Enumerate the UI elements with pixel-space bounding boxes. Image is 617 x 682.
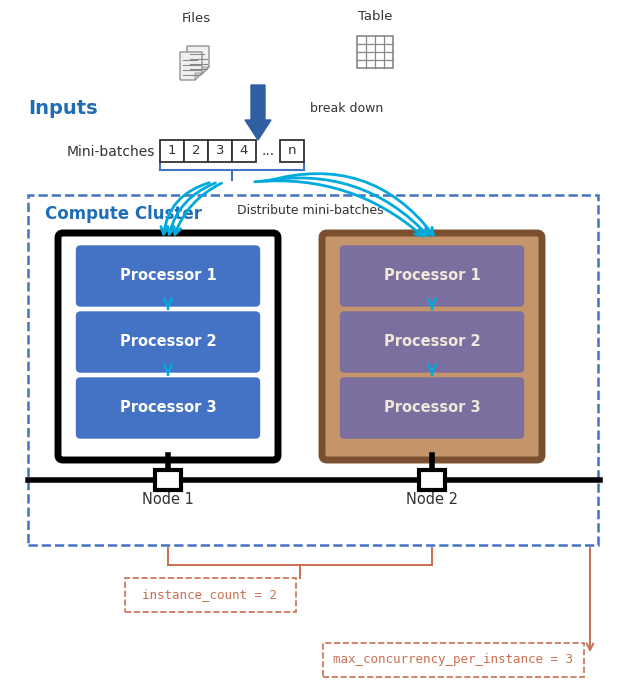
Text: Inputs: Inputs — [28, 98, 97, 117]
Text: max_concurrency_per_instance = 3: max_concurrency_per_instance = 3 — [333, 653, 573, 666]
FancyBboxPatch shape — [341, 312, 523, 372]
FancyBboxPatch shape — [58, 233, 278, 460]
FancyBboxPatch shape — [77, 246, 260, 306]
Text: Node 2: Node 2 — [406, 492, 458, 507]
Text: Processor 3: Processor 3 — [384, 400, 480, 415]
FancyBboxPatch shape — [125, 578, 296, 612]
Text: instance_count = 2: instance_count = 2 — [143, 589, 278, 602]
Text: 3: 3 — [216, 145, 224, 158]
FancyBboxPatch shape — [208, 140, 232, 162]
Text: Files: Files — [181, 12, 210, 25]
FancyBboxPatch shape — [184, 140, 208, 162]
Text: Processor 2: Processor 2 — [120, 334, 217, 349]
Text: Compute Cluster: Compute Cluster — [45, 205, 202, 223]
FancyBboxPatch shape — [77, 312, 260, 372]
FancyBboxPatch shape — [28, 195, 598, 545]
Polygon shape — [195, 73, 202, 80]
FancyBboxPatch shape — [155, 470, 181, 490]
Text: 2: 2 — [192, 145, 201, 158]
Text: break down: break down — [310, 102, 383, 115]
Polygon shape — [180, 52, 202, 80]
Text: Processor 1: Processor 1 — [120, 269, 217, 284]
FancyBboxPatch shape — [280, 140, 304, 162]
Text: Processor 1: Processor 1 — [384, 269, 481, 284]
FancyBboxPatch shape — [232, 140, 256, 162]
FancyBboxPatch shape — [341, 246, 523, 306]
Text: Node 1: Node 1 — [142, 492, 194, 507]
FancyBboxPatch shape — [419, 470, 445, 490]
Text: Table: Table — [358, 10, 392, 23]
Text: 4: 4 — [240, 145, 248, 158]
Polygon shape — [202, 67, 209, 74]
Polygon shape — [187, 46, 209, 74]
FancyBboxPatch shape — [322, 233, 542, 460]
Text: Processor 3: Processor 3 — [120, 400, 217, 415]
FancyBboxPatch shape — [160, 140, 184, 162]
Text: Processor 2: Processor 2 — [384, 334, 480, 349]
FancyBboxPatch shape — [341, 378, 523, 438]
Text: Distribute mini-batches: Distribute mini-batches — [237, 203, 383, 216]
Text: Mini-batches: Mini-batches — [67, 145, 155, 159]
FancyBboxPatch shape — [323, 643, 584, 677]
Text: n: n — [288, 145, 296, 158]
Text: 1: 1 — [168, 145, 176, 158]
FancyArrow shape — [245, 85, 271, 140]
FancyBboxPatch shape — [357, 36, 393, 68]
Text: ...: ... — [262, 144, 275, 158]
FancyBboxPatch shape — [77, 378, 260, 438]
